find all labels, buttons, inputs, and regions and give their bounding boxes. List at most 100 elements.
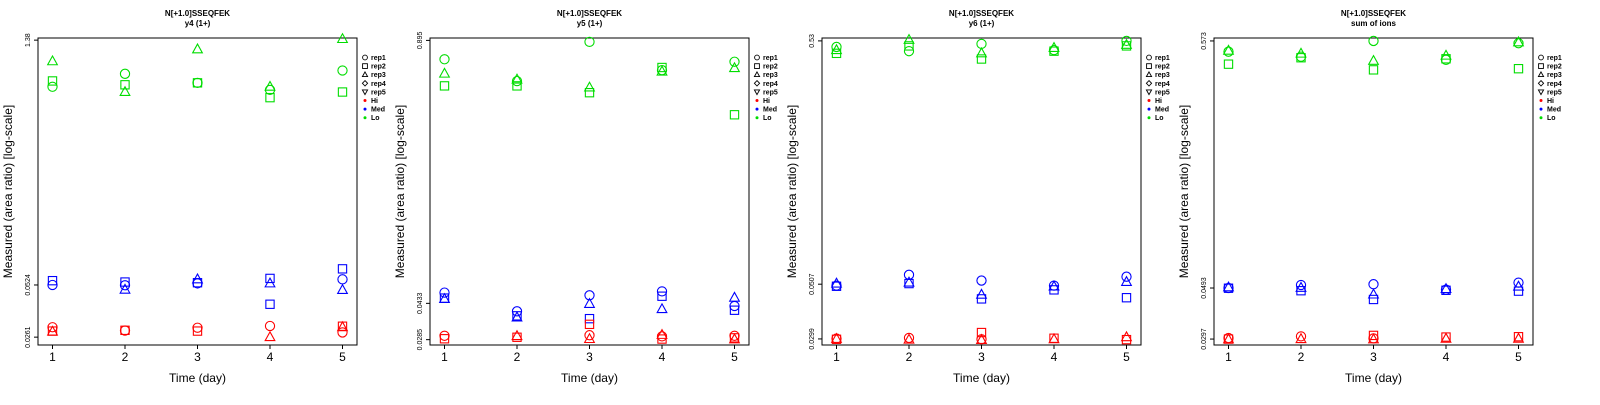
data-point (584, 290, 595, 301)
legend-marker (1539, 107, 1543, 111)
legend-marker (363, 99, 367, 102)
chart-subtitle: y5 (1+) (577, 19, 603, 28)
y-tick-label: 0.0507 (809, 273, 816, 295)
x-tick-label: 2 (906, 350, 913, 364)
y-tick-label: 0.0297 (1201, 328, 1208, 350)
x-tick-label: 4 (659, 350, 666, 364)
data-point (976, 327, 987, 338)
y-tick-label: 0.895 (417, 32, 424, 50)
y-tick-label: 0.0299 (809, 328, 816, 350)
data-point (584, 313, 595, 324)
data-point (656, 65, 668, 76)
data-point (439, 334, 450, 344)
data-point (1120, 38, 1133, 49)
x-tick-label: 2 (1298, 350, 1305, 364)
legend-marker (361, 70, 369, 78)
data-point (656, 302, 668, 314)
data-point (1440, 332, 1452, 343)
legend-marker (1537, 89, 1545, 96)
legend-label: Hi (1547, 98, 1554, 105)
y-tick-label: 1.38 (25, 33, 32, 47)
legend-label: Hi (1155, 98, 1162, 105)
data-point (1121, 35, 1132, 47)
legend-label: rep1 (1155, 55, 1170, 62)
data-point (1513, 64, 1524, 74)
legend-label: rep5 (763, 89, 778, 96)
legend-marker (1537, 70, 1545, 78)
x-tick-label: 1 (1225, 350, 1232, 364)
data-point (265, 299, 275, 309)
data-point (1513, 277, 1524, 288)
data-point (1368, 330, 1379, 341)
data-point (904, 41, 914, 51)
y-tick-label: 0.53 (809, 34, 816, 48)
data-point (584, 36, 595, 48)
data-point (511, 311, 523, 322)
legend-label: rep5 (1547, 89, 1562, 96)
plot-frame (1213, 37, 1534, 346)
data-point (1295, 331, 1307, 342)
data-point (1512, 35, 1525, 47)
legend-label: rep2 (1547, 64, 1562, 71)
y-axis-label: Measured (area ratio) [log-scale] (1, 105, 15, 278)
data-point (975, 46, 988, 58)
data-point (729, 110, 740, 120)
legend-marker (363, 116, 367, 120)
legend-label: rep1 (371, 55, 386, 62)
data-point (47, 76, 58, 86)
data-point (1223, 59, 1234, 69)
data-point (1367, 54, 1380, 65)
legend-marker (754, 63, 760, 69)
data-point (119, 68, 131, 79)
data-point (1223, 283, 1234, 293)
data-point (1513, 38, 1524, 49)
data-point (1120, 275, 1133, 286)
data-point (656, 328, 668, 339)
data-point (337, 87, 348, 97)
legend-marker (1147, 116, 1151, 120)
data-point (1295, 47, 1307, 58)
data-point (1295, 279, 1307, 291)
legend-marker (1146, 63, 1152, 69)
legend-label: Hi (371, 98, 378, 105)
y-tick-label: 0.0285 (417, 329, 424, 351)
data-point (975, 288, 988, 299)
data-point (728, 291, 741, 302)
legend-marker (362, 63, 368, 69)
data-point (903, 333, 915, 344)
data-point (1512, 280, 1525, 291)
data-point (191, 42, 204, 54)
legend-marker (1146, 54, 1152, 61)
y-tick-label: 0.0493 (1201, 277, 1208, 299)
legend-marker (361, 79, 369, 87)
legend-label: rep3 (371, 72, 386, 79)
data-point (1512, 332, 1525, 343)
x-axis-label: Time (day) (953, 371, 1010, 385)
chart-title: N[+1.0]SSEQFEK (557, 9, 622, 18)
plot-frame (821, 37, 1142, 346)
legend-label: rep1 (1547, 55, 1562, 62)
legend-marker (753, 70, 761, 78)
data-point (119, 283, 131, 294)
data-point (511, 329, 523, 341)
data-point (583, 297, 596, 308)
x-tick-label: 3 (194, 350, 201, 364)
legend-marker (754, 54, 760, 61)
data-point (1440, 49, 1452, 60)
legend-marker (1538, 63, 1544, 69)
legend-marker (1145, 89, 1153, 96)
y-tick-label: 0.0261 (25, 326, 32, 348)
data-point (830, 332, 843, 343)
legend-label: rep2 (1155, 64, 1170, 71)
data-point (1121, 41, 1132, 51)
data-point (1222, 332, 1235, 344)
y-axis-label: Measured (area ratio) [log-scale] (393, 105, 407, 278)
data-point (904, 278, 914, 289)
data-point (1222, 280, 1235, 292)
data-point (1368, 65, 1379, 75)
legend-label: Lo (1547, 115, 1556, 122)
data-point (119, 325, 131, 336)
